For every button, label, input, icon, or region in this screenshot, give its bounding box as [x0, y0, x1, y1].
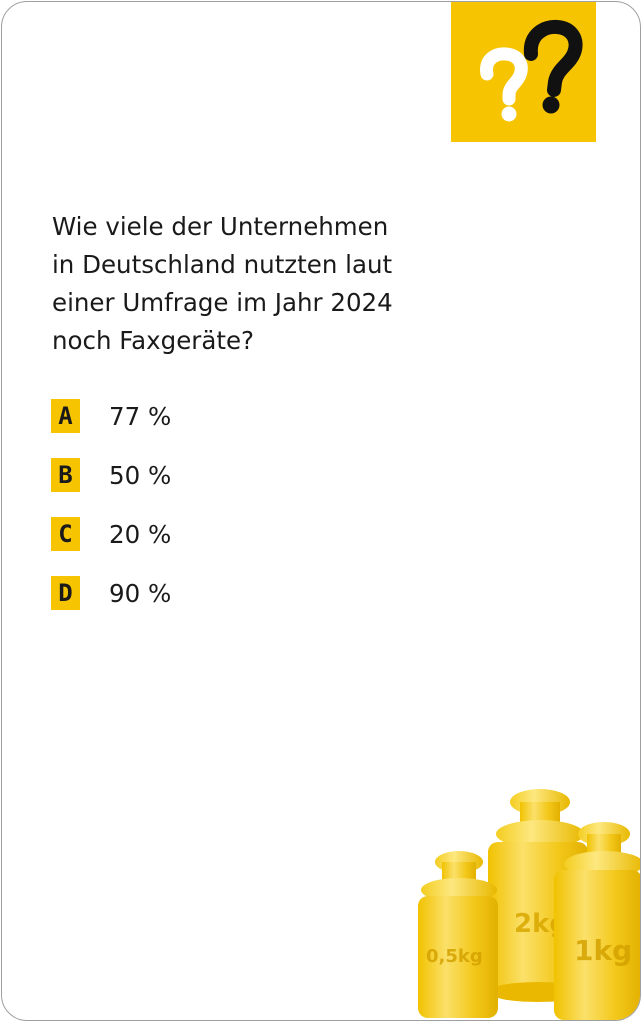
weight-1kg: 1kg	[554, 822, 640, 1020]
weight-0-5kg: 0,5kg	[418, 851, 498, 1018]
question-line: noch Faxgeräte?	[52, 326, 255, 355]
question-text: Wie viele der Unternehmen in Deutschland…	[52, 208, 452, 360]
answer-letter: A	[51, 399, 80, 433]
weight-1kg-label: 1kg	[574, 934, 632, 967]
answer-letter: C	[51, 517, 80, 551]
question-line: einer Umfrage im Jahr 2024	[52, 288, 393, 317]
question-marks-icon	[480, 19, 583, 122]
answer-value: 20 %	[109, 520, 172, 549]
answer-value: 90 %	[109, 579, 172, 608]
question-line: Wie viele der Unternehmen	[52, 212, 389, 241]
answer-value: 50 %	[109, 461, 172, 490]
weight-0-5kg-label: 0,5kg	[426, 946, 483, 967]
answer-letter: D	[51, 576, 80, 610]
answer-letter: B	[51, 458, 80, 492]
question-mark-badge	[451, 2, 596, 142]
kilogram-weights-icon: 2kg 1kg 0,5kg	[418, 789, 640, 1020]
answer-value: 77 %	[109, 402, 172, 431]
question-line: in Deutschland nutzten laut	[52, 250, 393, 279]
